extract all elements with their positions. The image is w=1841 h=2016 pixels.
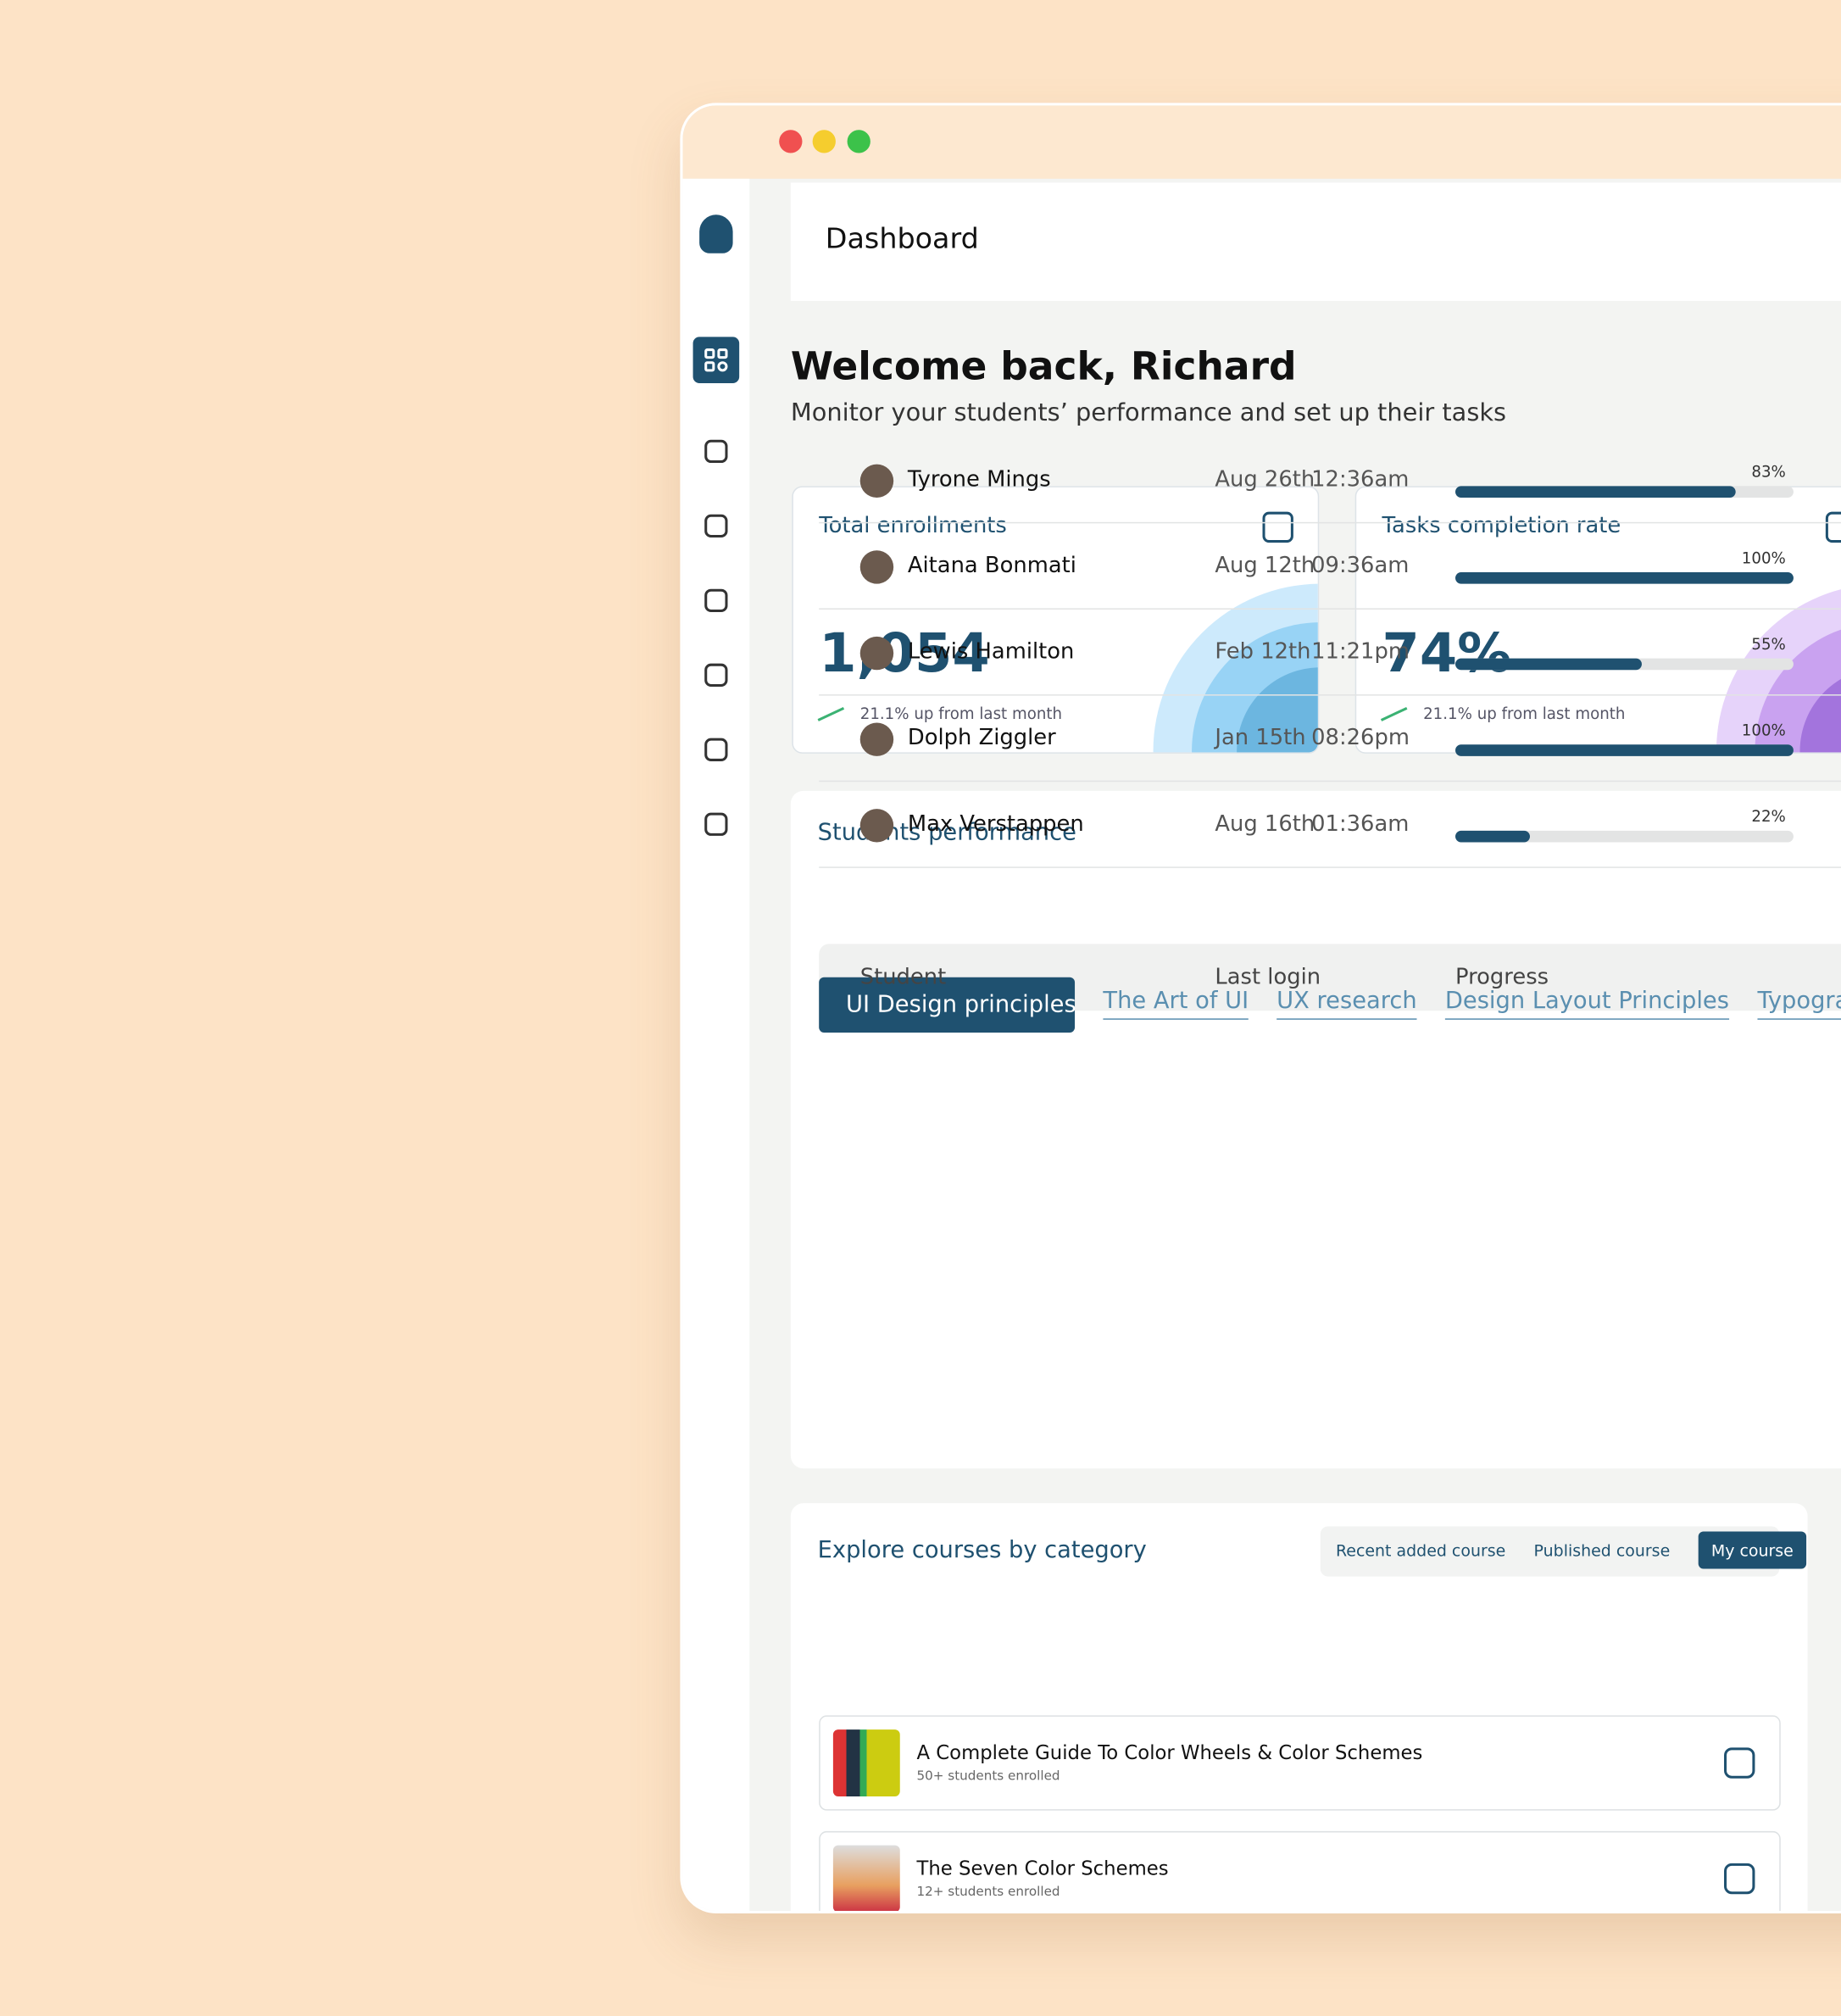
login-date: Jan 15th xyxy=(1215,725,1306,751)
icon xyxy=(717,361,728,372)
avatar xyxy=(859,464,894,498)
nav-icon[interactable] xyxy=(704,812,728,836)
card-title: Tasks completion rate xyxy=(1382,513,1621,539)
row-divider xyxy=(819,608,1841,610)
progress-label: 100% xyxy=(1741,549,1786,567)
nav-icon[interactable] xyxy=(704,663,728,687)
window: Dashboard Welcome back, Richard Monitor … xyxy=(680,103,1841,1913)
courses-panel: Explore courses by category Recent added… xyxy=(790,1503,1808,1911)
close-dot[interactable] xyxy=(779,130,803,153)
login-date: Aug 26th xyxy=(1215,466,1315,493)
avatar xyxy=(859,636,894,671)
card-title: Total enrollments xyxy=(819,513,1007,539)
course-card[interactable]: The Seven Color Schemes 12+ students enro… xyxy=(819,1830,1781,1911)
column-header: Last login xyxy=(1215,964,1321,990)
progress-bar xyxy=(1455,830,1530,843)
tab[interactable]: Typography: The xyxy=(1757,988,1841,1020)
login-date: Aug 12th xyxy=(1215,553,1315,579)
nav-dashboard[interactable] xyxy=(692,337,740,384)
student-name: Max Verstappen xyxy=(907,811,1084,838)
welcome-title: Welcome back, Richard xyxy=(790,344,1297,390)
page-title: Dashboard xyxy=(825,223,979,256)
card-value: 1,054 xyxy=(819,621,990,684)
header: Dashboard xyxy=(790,182,1841,301)
stat-cards: Total enrollments 1,054 21.1% up from last… xyxy=(682,105,1841,754)
trend-icon xyxy=(817,706,849,731)
row-divider xyxy=(819,521,1841,524)
filter[interactable]: Recent added course xyxy=(1335,1540,1506,1560)
course-open[interactable] xyxy=(1724,1863,1755,1895)
row-divider xyxy=(819,866,1841,868)
student-name: Lewis Hamilton xyxy=(907,638,1075,666)
avatar xyxy=(859,809,894,843)
avatar xyxy=(859,722,894,756)
welcome-subtitle: Monitor your students’ performance and s… xyxy=(790,398,1507,427)
icon xyxy=(704,348,715,359)
course-title: The Seven Color Schemes xyxy=(916,1857,1169,1880)
course-enrolled: 50+ students enrolled xyxy=(916,1769,1060,1784)
card-value: 74% xyxy=(1382,621,1512,684)
login-time: 11:21pm xyxy=(1311,638,1410,666)
login-time: 08:26pm xyxy=(1311,725,1410,751)
row-divider xyxy=(819,780,1841,782)
logo xyxy=(699,214,733,253)
chart-icon[interactable] xyxy=(1262,511,1293,543)
tab[interactable]: Design Layout Principles xyxy=(1444,988,1729,1020)
course-card[interactable]: A Complete Guide To Color Wheels & Color… xyxy=(819,1715,1781,1811)
course-title: A Complete Guide To Color Wheels & Color… xyxy=(916,1740,1423,1765)
tab-active[interactable]: UI Design principles xyxy=(819,977,1076,1033)
progress-label: 55% xyxy=(1751,635,1786,654)
card-change: 21.1% up from last month xyxy=(859,704,1063,723)
icon xyxy=(717,348,728,359)
section-title: Explore courses by category xyxy=(817,1536,1147,1564)
avatar xyxy=(859,550,894,584)
progress-track xyxy=(1455,830,1794,843)
student-name: Aitana Bonmati xyxy=(907,553,1076,579)
course-open[interactable] xyxy=(1724,1747,1755,1779)
tab[interactable]: The Art of UI xyxy=(1103,988,1249,1020)
tab[interactable]: UX research xyxy=(1276,988,1417,1020)
column-header: Progress xyxy=(1455,964,1549,990)
course-thumb xyxy=(832,1729,900,1796)
login-time: 01:36am xyxy=(1311,811,1410,838)
row-divider xyxy=(819,694,1841,696)
maximize-dot[interactable] xyxy=(847,130,870,153)
login-time: 12:36am xyxy=(1311,466,1410,493)
stat-card: Tasks completion rate 74% 21.1% up from la… xyxy=(1354,486,1841,754)
sidebar xyxy=(682,178,750,1911)
course-thumb xyxy=(832,1845,900,1911)
login-date: Aug 16th xyxy=(1215,811,1315,838)
column-header: Student xyxy=(859,964,947,990)
nav-icon[interactable] xyxy=(704,738,728,761)
chart-icon[interactable] xyxy=(1825,511,1841,543)
filter-active[interactable]: My course xyxy=(1698,1531,1807,1569)
login-time: 09:36am xyxy=(1311,553,1410,579)
student-name: Tyrone Mings xyxy=(907,466,1051,493)
filter[interactable]: Published course xyxy=(1533,1540,1671,1560)
progress-bar xyxy=(1455,486,1737,498)
progress-label: 100% xyxy=(1741,721,1786,740)
login-date: Feb 12th xyxy=(1215,638,1311,666)
icon xyxy=(704,361,715,372)
progress-label: 22% xyxy=(1751,807,1786,826)
progress-bar xyxy=(1455,744,1794,756)
progress-bar xyxy=(1455,571,1794,584)
minimize-dot[interactable] xyxy=(812,130,836,153)
nav-icon[interactable] xyxy=(704,514,728,538)
title-bar xyxy=(682,105,1841,179)
performance-panel: Students performance UI Design principle… xyxy=(790,463,1841,1469)
card-change: 21.1% up from last month xyxy=(1423,704,1626,723)
course-enrolled: 12+ students enrolled xyxy=(916,1885,1060,1900)
progress-bar xyxy=(1455,658,1642,671)
progress-label: 83% xyxy=(1751,463,1786,482)
stat-card: Total enrollments 1,054 21.1% up from last… xyxy=(792,486,1320,754)
nav-icon[interactable] xyxy=(704,588,728,612)
student-name: Dolph Ziggler xyxy=(907,725,1056,751)
nav-icon[interactable] xyxy=(704,439,728,464)
